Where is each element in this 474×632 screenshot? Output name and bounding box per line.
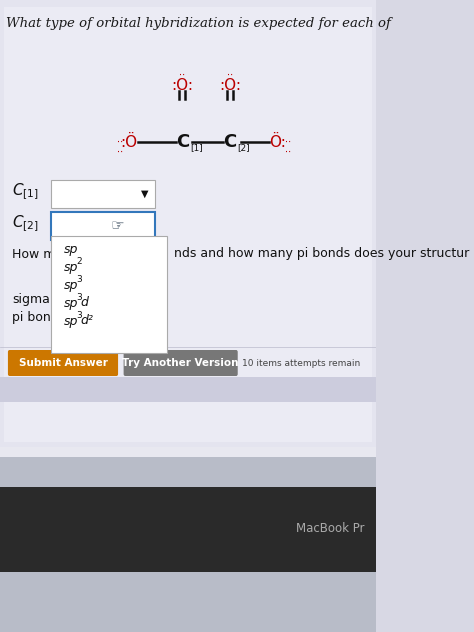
Text: d²: d²: [81, 315, 94, 327]
Text: sp: sp: [64, 279, 78, 291]
Text: ⋅⋅: ⋅⋅: [285, 137, 292, 147]
Text: [1]: [1]: [190, 143, 203, 152]
FancyBboxPatch shape: [51, 236, 167, 353]
Text: 3: 3: [76, 276, 82, 284]
Text: ⋅⋅: ⋅⋅: [227, 70, 233, 80]
Text: Submit Answer: Submit Answer: [19, 358, 108, 368]
Text: 3: 3: [76, 293, 82, 303]
Bar: [4, 7, 372, 442]
Text: nds and how many pi bonds does your structur: nds and how many pi bonds does your stru…: [174, 248, 470, 260]
Text: ☞: ☞: [110, 219, 124, 233]
Text: MacBook Pr: MacBook Pr: [296, 523, 365, 535]
Text: $C_{[2]}$: $C_{[2]}$: [12, 214, 39, 234]
Text: sp: sp: [64, 296, 78, 310]
Text: :O:: :O:: [171, 78, 193, 92]
Text: ⋅⋅: ⋅⋅: [179, 70, 185, 80]
Text: [2]: [2]: [238, 143, 250, 152]
Text: What type of orbital hybridization is expected for each of: What type of orbital hybridization is ex…: [6, 17, 391, 30]
Text: sigma: sigma: [12, 293, 50, 307]
Text: ⋅⋅: ⋅⋅: [118, 137, 124, 147]
Text: Ö:: Ö:: [269, 135, 286, 150]
Text: How m: How m: [12, 248, 55, 260]
Text: :O:: :O:: [219, 78, 241, 92]
Bar: [0, 487, 375, 572]
Text: ⋅⋅: ⋅⋅: [118, 147, 124, 157]
Text: 10 items attempts remain: 10 items attempts remain: [242, 358, 360, 367]
Bar: [0, 457, 375, 632]
FancyBboxPatch shape: [51, 180, 155, 208]
Text: pi bon: pi bon: [12, 312, 51, 324]
Bar: [0, 0, 375, 462]
Text: ⋅⋅: ⋅⋅: [285, 147, 292, 157]
Text: sp: sp: [64, 243, 78, 255]
Text: $C_{[1]}$: $C_{[1]}$: [12, 182, 39, 202]
Text: 2: 2: [76, 257, 82, 267]
Text: Try Another Version: Try Another Version: [122, 358, 239, 368]
Text: 3: 3: [76, 312, 82, 320]
Text: ▼: ▼: [141, 189, 149, 199]
FancyBboxPatch shape: [124, 350, 238, 376]
Text: :Ö: :Ö: [120, 135, 137, 150]
FancyBboxPatch shape: [8, 350, 118, 376]
Bar: [0, 0, 375, 447]
Text: C: C: [223, 133, 237, 151]
Text: sp: sp: [64, 260, 78, 274]
Text: C: C: [176, 133, 189, 151]
Text: sp: sp: [64, 315, 78, 327]
Text: d: d: [81, 296, 89, 310]
FancyBboxPatch shape: [51, 212, 155, 240]
Bar: [0, 377, 375, 402]
